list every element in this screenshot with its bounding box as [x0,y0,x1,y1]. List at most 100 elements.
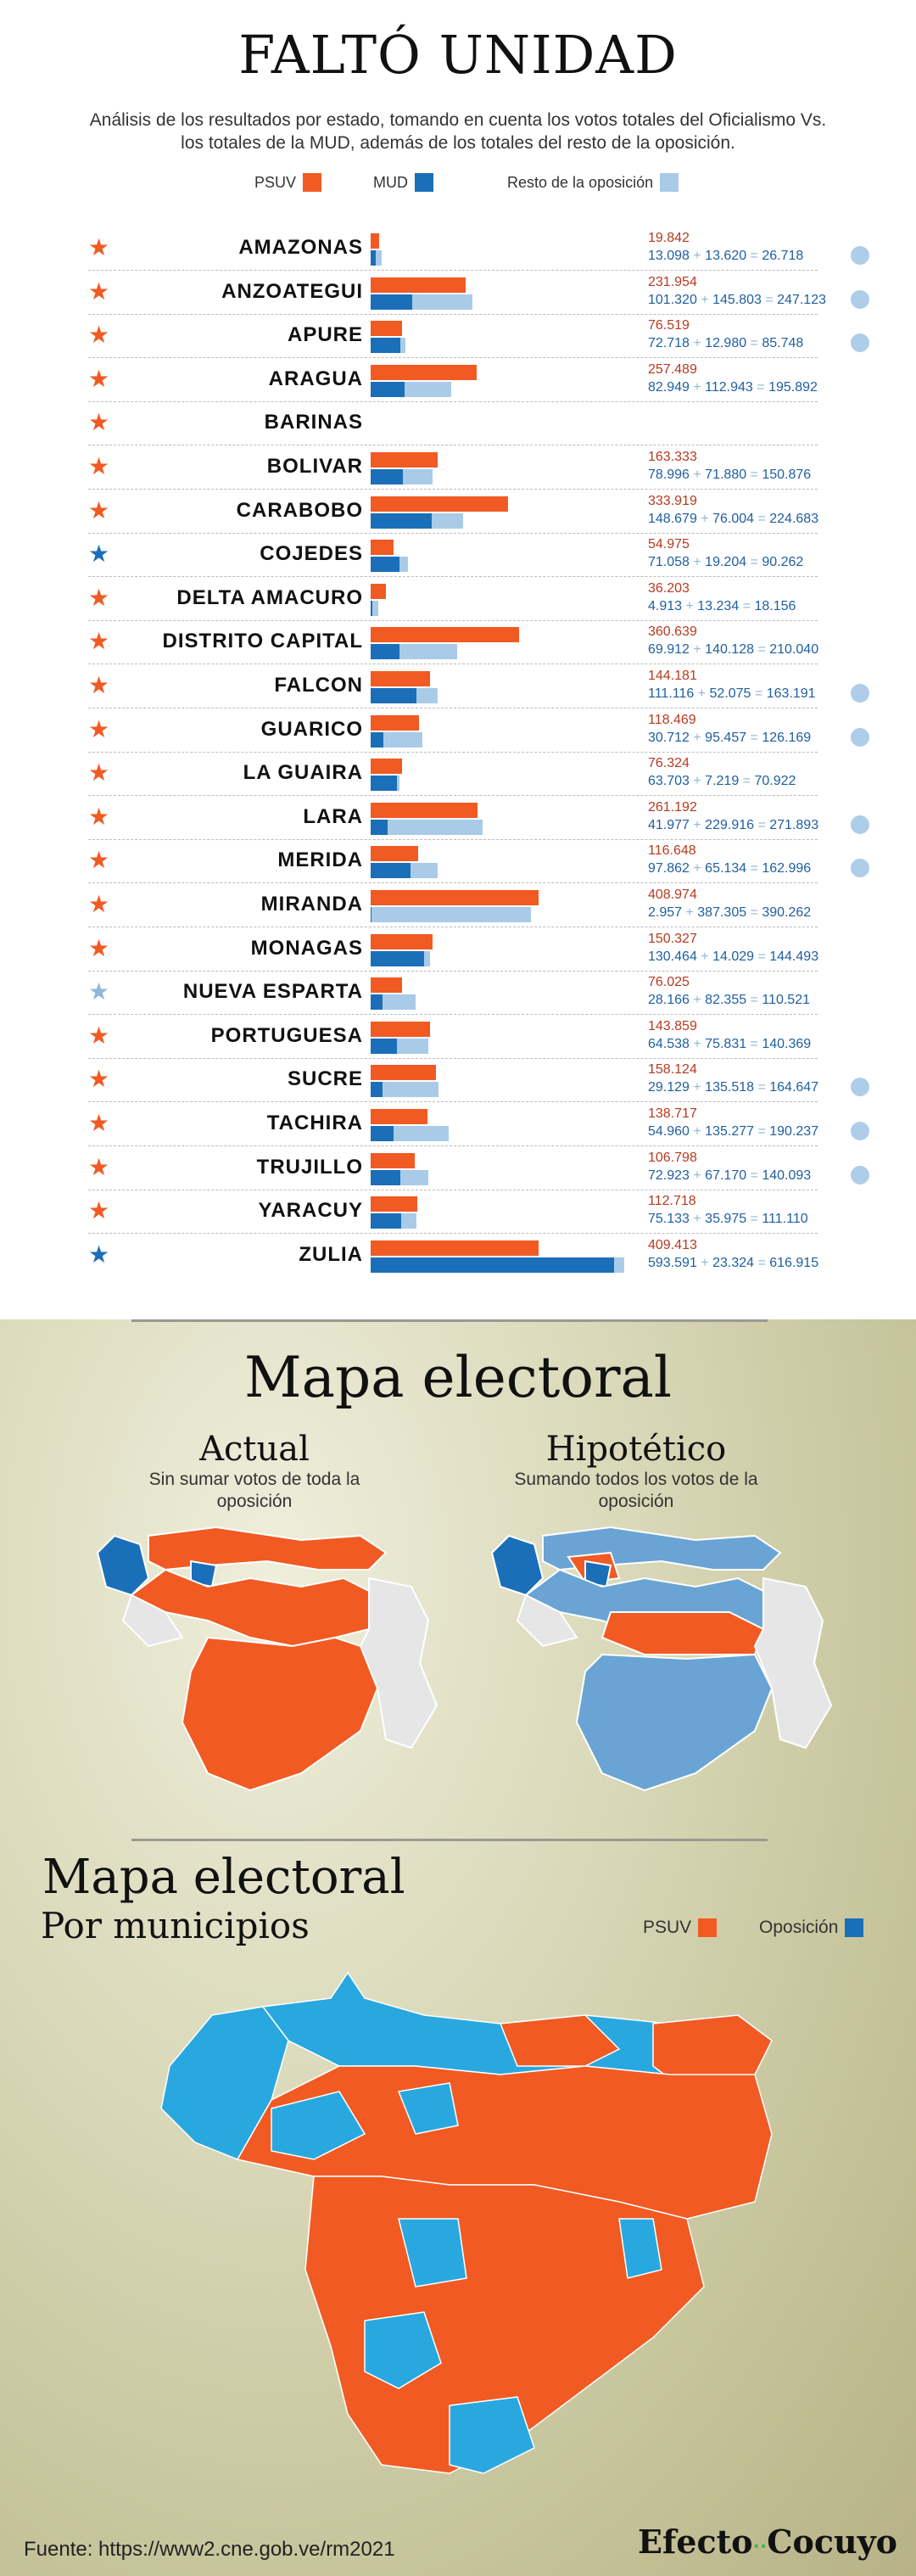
value-psuv: 19.842 [648,231,690,245]
bar-resto [400,338,406,354]
value-mud: 148.679 [648,511,697,526]
value-total: 271.893 [769,817,819,832]
value-mud: 2.957 [648,905,683,920]
value-opposition: 30.712 + 95.457 = 126.169 [648,731,811,746]
legend-psuv-swatch [303,173,322,192]
value-opposition: 28.166 + 82.355 = 110.521 [648,993,810,1008]
value-resto: 65.134 [705,861,747,876]
bar-mud [371,1038,398,1054]
bar-resto [372,600,378,616]
brand-part1: Efecto [638,2523,753,2561]
value-total: 616.915 [769,1255,819,1270]
value-total: 210.040 [769,642,819,658]
star-icon: ★ [88,628,110,655]
plus-sign: + [696,511,713,526]
state-name: ANZOATEGUI [221,279,363,303]
bar-psuv [371,977,402,994]
state-row: ★ BOLIVAR 163.333 78.996 + 71.880 = 150.876 [0,446,916,490]
bar-resto [614,1257,624,1273]
equals-sign: = [754,642,770,658]
value-resto: 13.620 [705,249,747,263]
divider [131,1319,768,1322]
value-total: 140.369 [762,1036,812,1051]
legend-psuv: PSUV [254,173,322,192]
value-mud: 54.960 [648,1124,690,1139]
state-name: DISTRITO CAPITAL [162,630,363,653]
value-total: 150.876 [762,468,812,482]
value-mud: 111.116 [648,686,695,701]
equals-sign: = [754,511,770,526]
row-separator [88,357,818,359]
star-icon: ★ [88,453,110,479]
state-name: LA GUAIRA [243,761,363,785]
bar-psuv [371,1109,428,1124]
bar-psuv [371,714,420,731]
state-name: APURE [287,323,363,347]
plus-sign: + [689,379,706,395]
page-title: FALTÓ UNIDAD [238,24,678,86]
municipios-legend-psuv: PSUV [643,1918,718,1938]
value-psuv: 138.717 [648,1106,697,1121]
bar-mud [371,1213,402,1229]
value-mud: 130.464 [648,949,697,964]
value-opposition: 69.912 + 140.128 = 210.040 [648,642,818,658]
row-separator [88,576,818,578]
bar-psuv [371,1196,417,1212]
value-total: 90.262 [762,555,804,570]
plus-sign: + [689,249,706,263]
value-resto: 229.916 [705,817,755,832]
bar-mud [371,1169,401,1185]
value-total: 70.922 [754,774,796,789]
star-icon: ★ [88,584,110,611]
indicator-dot [851,246,869,265]
star-icon: ★ [88,1197,110,1224]
state-name: ZULIA [299,1242,363,1266]
bar-resto [400,1169,428,1185]
state-name: FALCON [274,674,363,697]
value-total: 126.169 [762,730,812,745]
bar-mud [371,512,432,529]
value-psuv: 143.859 [648,1018,697,1033]
value-mud: 13.098 [648,249,690,263]
plus-sign: + [694,686,710,701]
row-separator [88,882,818,884]
value-total: 195.892 [768,379,818,395]
state-row: ★ TACHIRA 138.717 54.960 + 135.277 = 190.23… [0,1103,916,1147]
page-subtitle: Análisis de los resultados por estado, t… [89,110,827,153]
value-psuv: 76.025 [648,975,690,990]
bar-mud [371,600,373,616]
plus-sign: + [689,817,706,832]
state-row: ★ DISTRITO CAPITAL 360.639 69.912 + 140.128… [0,621,916,665]
plus-sign: + [689,993,706,1008]
value-opposition: 54.960 + 135.277 = 190.237 [648,1124,818,1140]
indicator-dot [851,727,869,747]
value-mud: 64.538 [648,1036,690,1051]
value-mud: 4.913 [648,598,683,613]
plus-sign: + [689,1036,706,1051]
legend-mud: MUD [373,173,433,192]
chart-legend: PSUV MUD Resto de la oposición [0,173,916,199]
value-total: 85.748 [762,336,804,351]
municipios-legend-psuv-swatch [698,1918,718,1937]
value-mud: 28.166 [648,993,690,1008]
value-opposition: 75.133 + 35.975 = 111.110 [648,1212,808,1227]
value-total: 390.262 [762,905,812,920]
bar-mud [371,338,401,354]
bar-mud [371,381,405,397]
value-resto: 19.204 [705,555,747,570]
equals-sign: = [754,949,770,964]
bar-psuv [371,759,402,775]
brand-dots: ·· [752,2534,768,2558]
value-opposition: 63.703 + 7.219 = 70.922 [648,774,796,789]
plus-sign: + [689,555,706,570]
equals-sign: = [746,1212,762,1227]
equals-sign: = [746,861,762,876]
value-opposition: 4.913 + 13.234 = 18.156 [648,599,796,614]
municipios-legend-op-label: Oposición [759,1918,839,1937]
bar-psuv [371,1065,436,1081]
value-opposition: 13.098 + 13.620 = 26.718 [648,249,803,264]
row-separator [88,313,818,315]
value-resto: 95.457 [705,730,747,745]
state-name: YARACUY [258,1199,363,1223]
value-resto: 140.128 [705,642,755,658]
